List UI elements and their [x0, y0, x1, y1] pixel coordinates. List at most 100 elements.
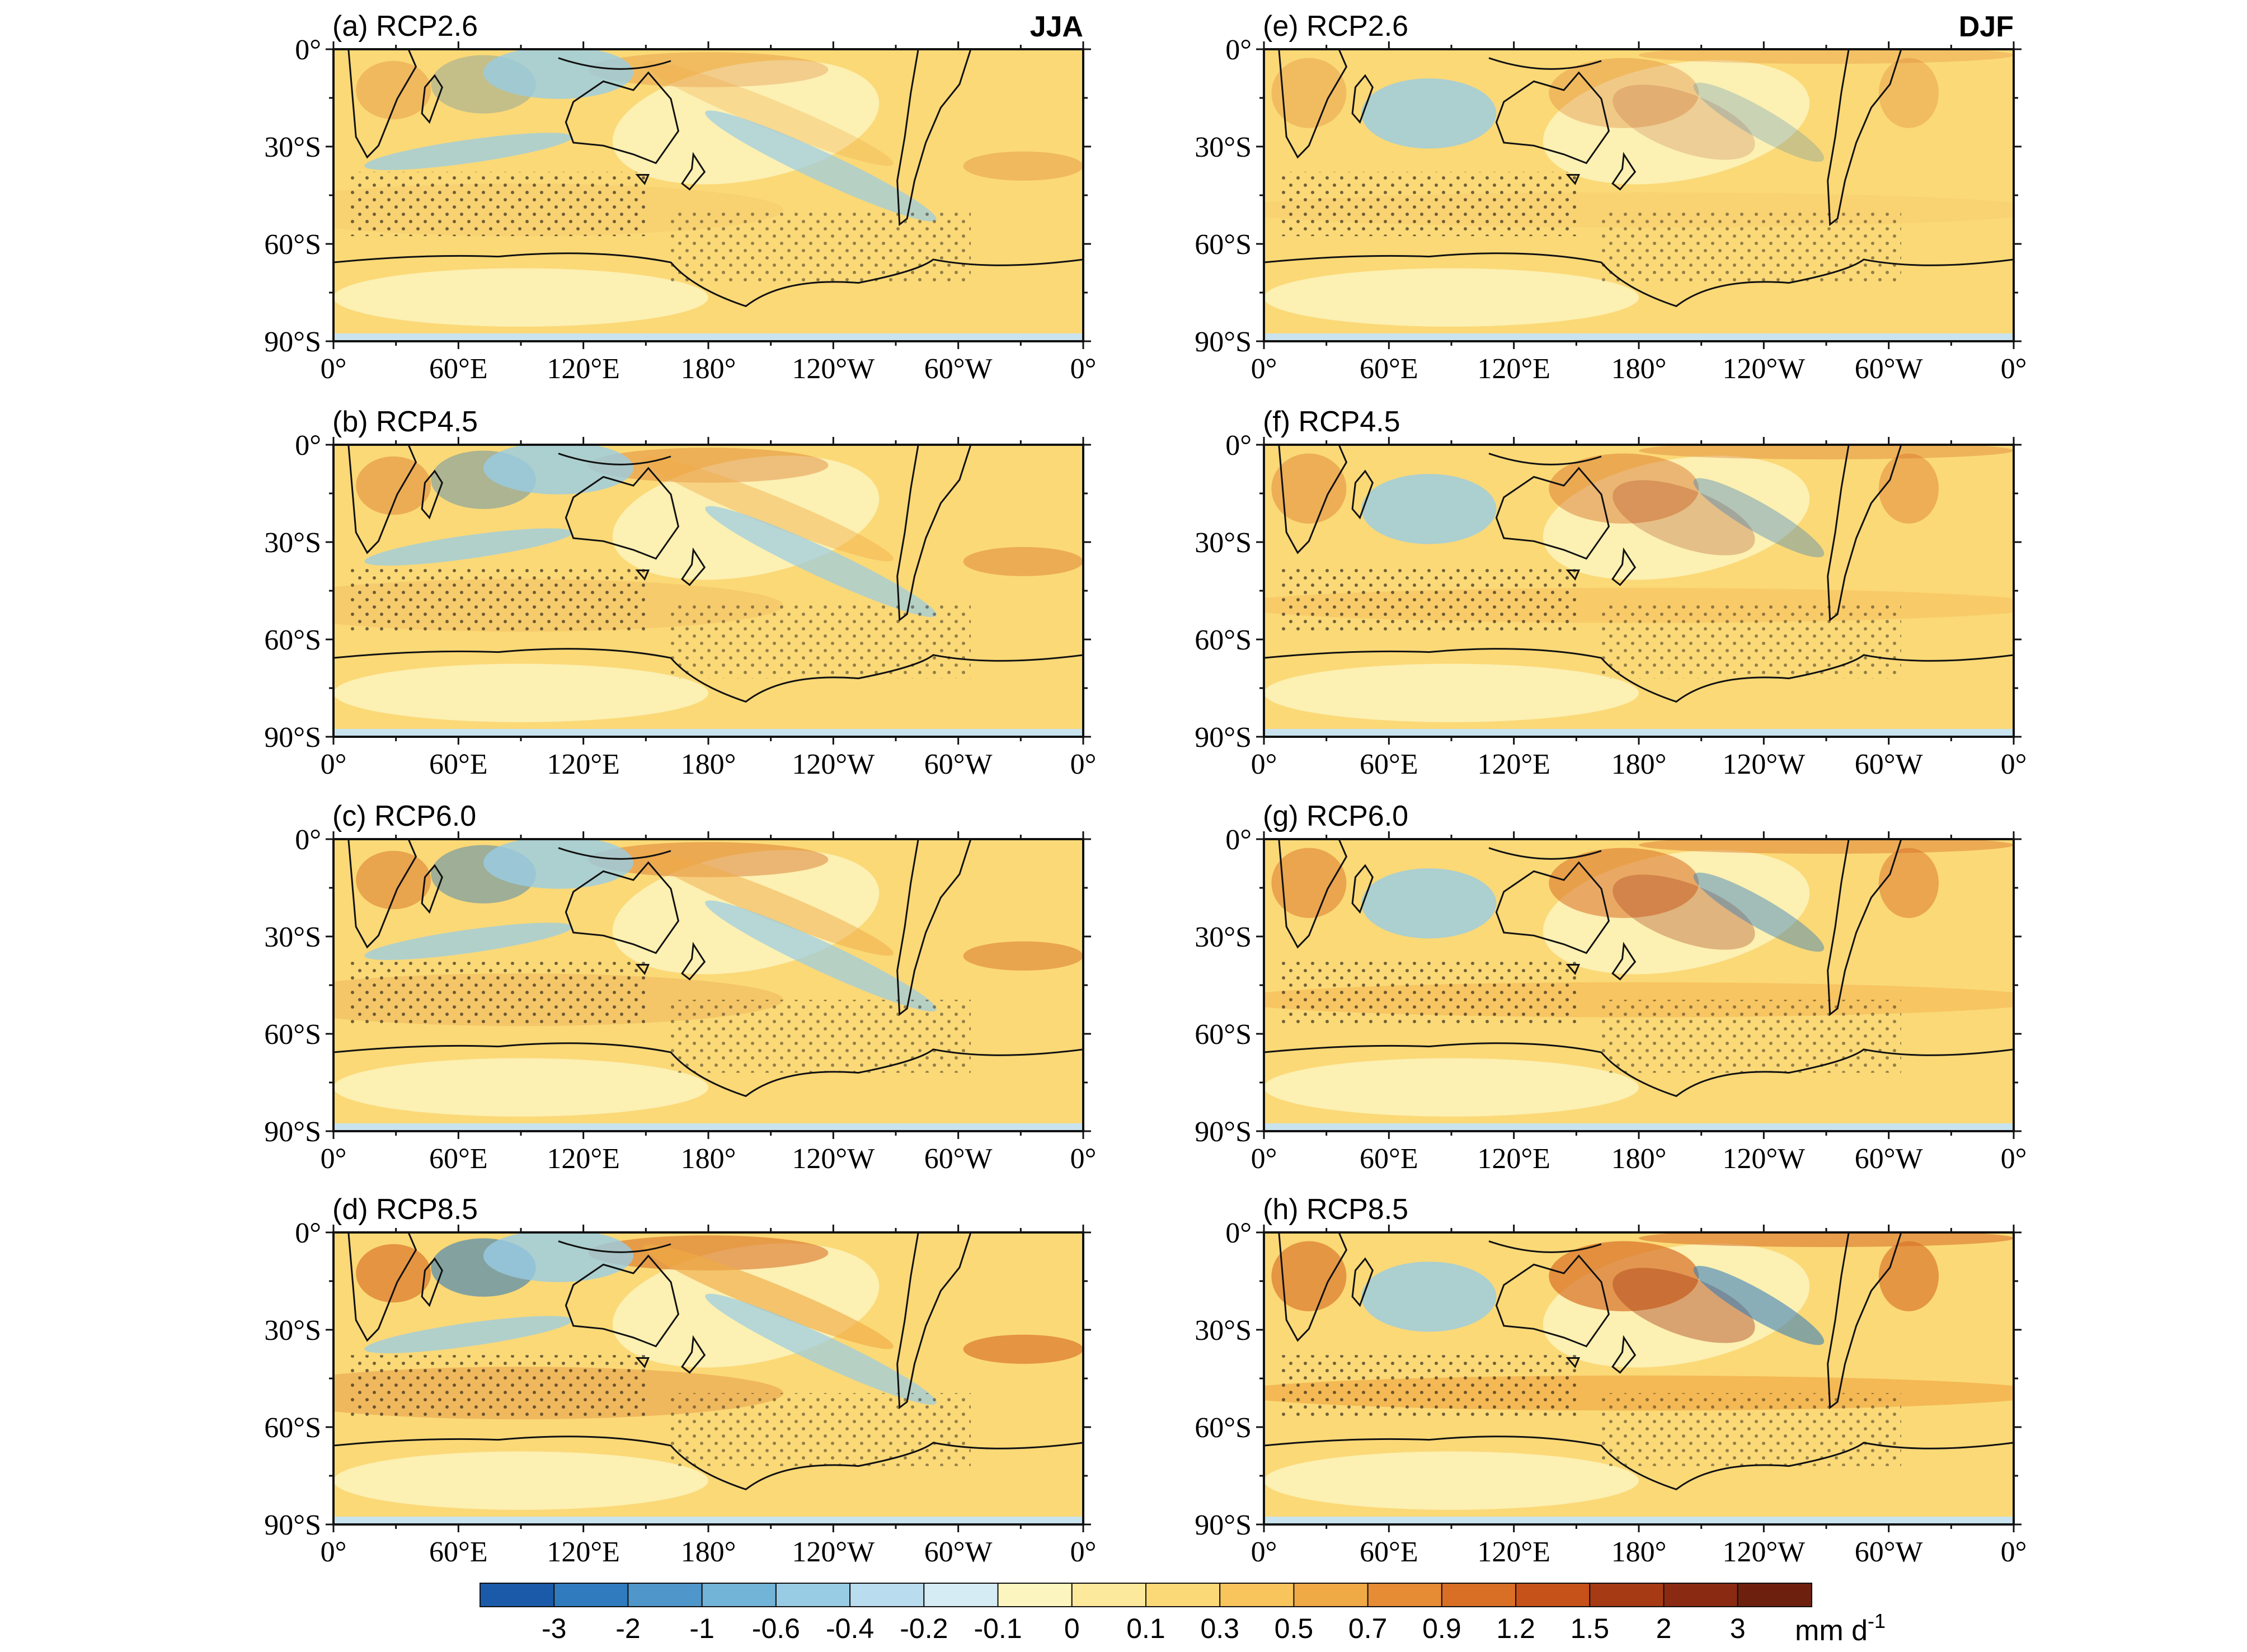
- anomaly-patch: [1613, 480, 1755, 556]
- madagascar-outline: [421, 864, 443, 914]
- australia-outline: [1495, 1254, 1610, 1348]
- anomaly-patch: [1693, 872, 1825, 952]
- antarctica-coastline: [333, 252, 1083, 308]
- anomaly-patch: [1543, 60, 1810, 185]
- anomaly-patch: [588, 1235, 829, 1270]
- anomaly-patch: [1543, 455, 1810, 580]
- panel-title: (f) RCP4.5: [1263, 406, 1400, 438]
- significance-stipple: [348, 172, 648, 237]
- colorbar-label: 1.2: [1496, 1613, 1535, 1644]
- panel-title: (c) RCP6.0: [332, 800, 476, 832]
- map-panel-e: 0°30°S60°S90°S0° 60°E 120°E 180° 120°W 60°W 0°…: [1195, 10, 2027, 385]
- maritime-continent-outline: [558, 453, 671, 465]
- anomaly-patch: [364, 528, 572, 566]
- panel-title: (d) RCP8.5: [332, 1193, 478, 1226]
- anomaly-patch: [483, 839, 633, 889]
- anomaly-patch: [1613, 874, 1755, 950]
- lon-label: 60°E: [429, 1536, 488, 1568]
- map-panel-d: 0°30°S60°S90°S0° 60°E 120°E 180° 120°W 60°W 0°…: [264, 1193, 1097, 1568]
- polar-band: [1264, 333, 2014, 341]
- anomaly-patch: [588, 842, 829, 877]
- lon-label: 60°E: [429, 749, 488, 780]
- lon-label: 60°W: [1855, 1143, 1923, 1175]
- colorbar-label: -0.6: [752, 1613, 800, 1644]
- madagascar-outline: [421, 74, 443, 124]
- maritime-continent-outline: [558, 847, 671, 860]
- anomaly-patch: [1693, 1265, 1825, 1345]
- season-label-djf: DJF: [1959, 11, 2014, 43]
- lon-label: 120°W: [792, 1536, 875, 1568]
- polar-band: [333, 1517, 1083, 1524]
- map-panel-g: 0°30°S60°S90°S0° 60°E 120°E 180° 120°W 60°W 0°…: [1195, 800, 2027, 1175]
- antarctica-coastline: [1264, 1042, 2014, 1098]
- anomaly-patch: [1693, 478, 1825, 558]
- anomaly-patch: [643, 851, 894, 956]
- anomaly-patch: [364, 133, 572, 171]
- lat-label: 60°S: [1195, 229, 1252, 261]
- antarctica-coastline: [333, 1436, 1083, 1491]
- lon-label: 0°: [1251, 749, 1277, 780]
- lon-label: 120°E: [1477, 353, 1550, 385]
- anomaly-patch: [1878, 1241, 1939, 1311]
- colorbar-swatch: [775, 1583, 851, 1607]
- anomaly-patch: [483, 1232, 633, 1282]
- colorbar-label: -0.4: [826, 1613, 874, 1644]
- australia-outline: [565, 71, 680, 164]
- lon-label: 120°W: [792, 1143, 875, 1175]
- lon-label: 120°W: [1722, 353, 1805, 385]
- anomaly-patch: [1878, 848, 1939, 918]
- lon-label: 180°: [1611, 1143, 1667, 1175]
- polar-band: [333, 333, 1083, 341]
- lon-label: 0°: [2001, 749, 2027, 780]
- lon-label: 0°: [2001, 1536, 2027, 1568]
- significance-stipple: [1601, 210, 1901, 283]
- maritime-continent-outline: [1488, 1240, 1602, 1253]
- anomaly-patch: [1878, 58, 1939, 128]
- significance-stipple: [1601, 1393, 1901, 1466]
- lon-label: 0°: [2001, 1143, 2027, 1175]
- significance-stipple: [348, 567, 648, 632]
- antarctica-coastline: [333, 648, 1083, 703]
- lon-label: 60°W: [924, 353, 993, 385]
- colorbar-swatch: [627, 1583, 703, 1607]
- lat-label: 90°S: [1195, 722, 1252, 754]
- lon-label: 0°: [321, 1143, 347, 1175]
- anomaly-patch: [364, 1316, 572, 1354]
- lon-label: 120°W: [792, 353, 875, 385]
- australia-outline: [565, 467, 680, 560]
- new-zealand-outline: [1611, 152, 1637, 191]
- anomaly-patch: [705, 1293, 937, 1405]
- lon-label: 120°E: [1477, 1143, 1550, 1175]
- lon-label: 60°E: [1360, 1536, 1418, 1568]
- polar-band: [333, 1123, 1083, 1131]
- maritime-continent-outline: [1488, 57, 1602, 70]
- colorbar-swatch: [701, 1583, 777, 1607]
- colorbar: -3 -2 -1 -0.6 -0.4 -0.2 -0.1 0 0.1 0.3 0.5 0.7 0.9 1.…: [480, 1583, 1886, 1647]
- lat-label: 30°S: [264, 131, 321, 163]
- anomaly-patch: [1549, 453, 1699, 524]
- lat-label: 30°S: [1195, 921, 1252, 953]
- australia-outline: [1495, 467, 1610, 560]
- significance-stipple: [1278, 172, 1579, 237]
- madagascar-outline: [1351, 74, 1374, 124]
- lon-label: 0°: [1070, 1536, 1097, 1568]
- antarctica-coastline: [1264, 648, 2014, 703]
- colorbar-label: -2: [615, 1613, 640, 1644]
- colorbar-label: 1.5: [1571, 1613, 1610, 1644]
- lon-label: 0°: [321, 353, 347, 385]
- lon-label: 0°: [1070, 353, 1097, 385]
- lon-label: 60°E: [1360, 1143, 1418, 1175]
- lon-label: 60°W: [1855, 1536, 1923, 1568]
- colorbar-label: -1: [689, 1613, 714, 1644]
- australia-outline: [565, 1254, 680, 1348]
- south-america-outline: [896, 839, 972, 1016]
- madagascar-outline: [1351, 1257, 1374, 1307]
- new-zealand-outline: [1611, 942, 1637, 981]
- antarctica-coastline: [1264, 1436, 2014, 1491]
- lon-label: 60°W: [924, 1536, 993, 1568]
- lat-label: 90°S: [264, 1509, 321, 1541]
- lat-label: 0°: [1225, 824, 1252, 856]
- lat-label: 90°S: [1195, 326, 1252, 358]
- anomaly-patch: [1271, 848, 1347, 918]
